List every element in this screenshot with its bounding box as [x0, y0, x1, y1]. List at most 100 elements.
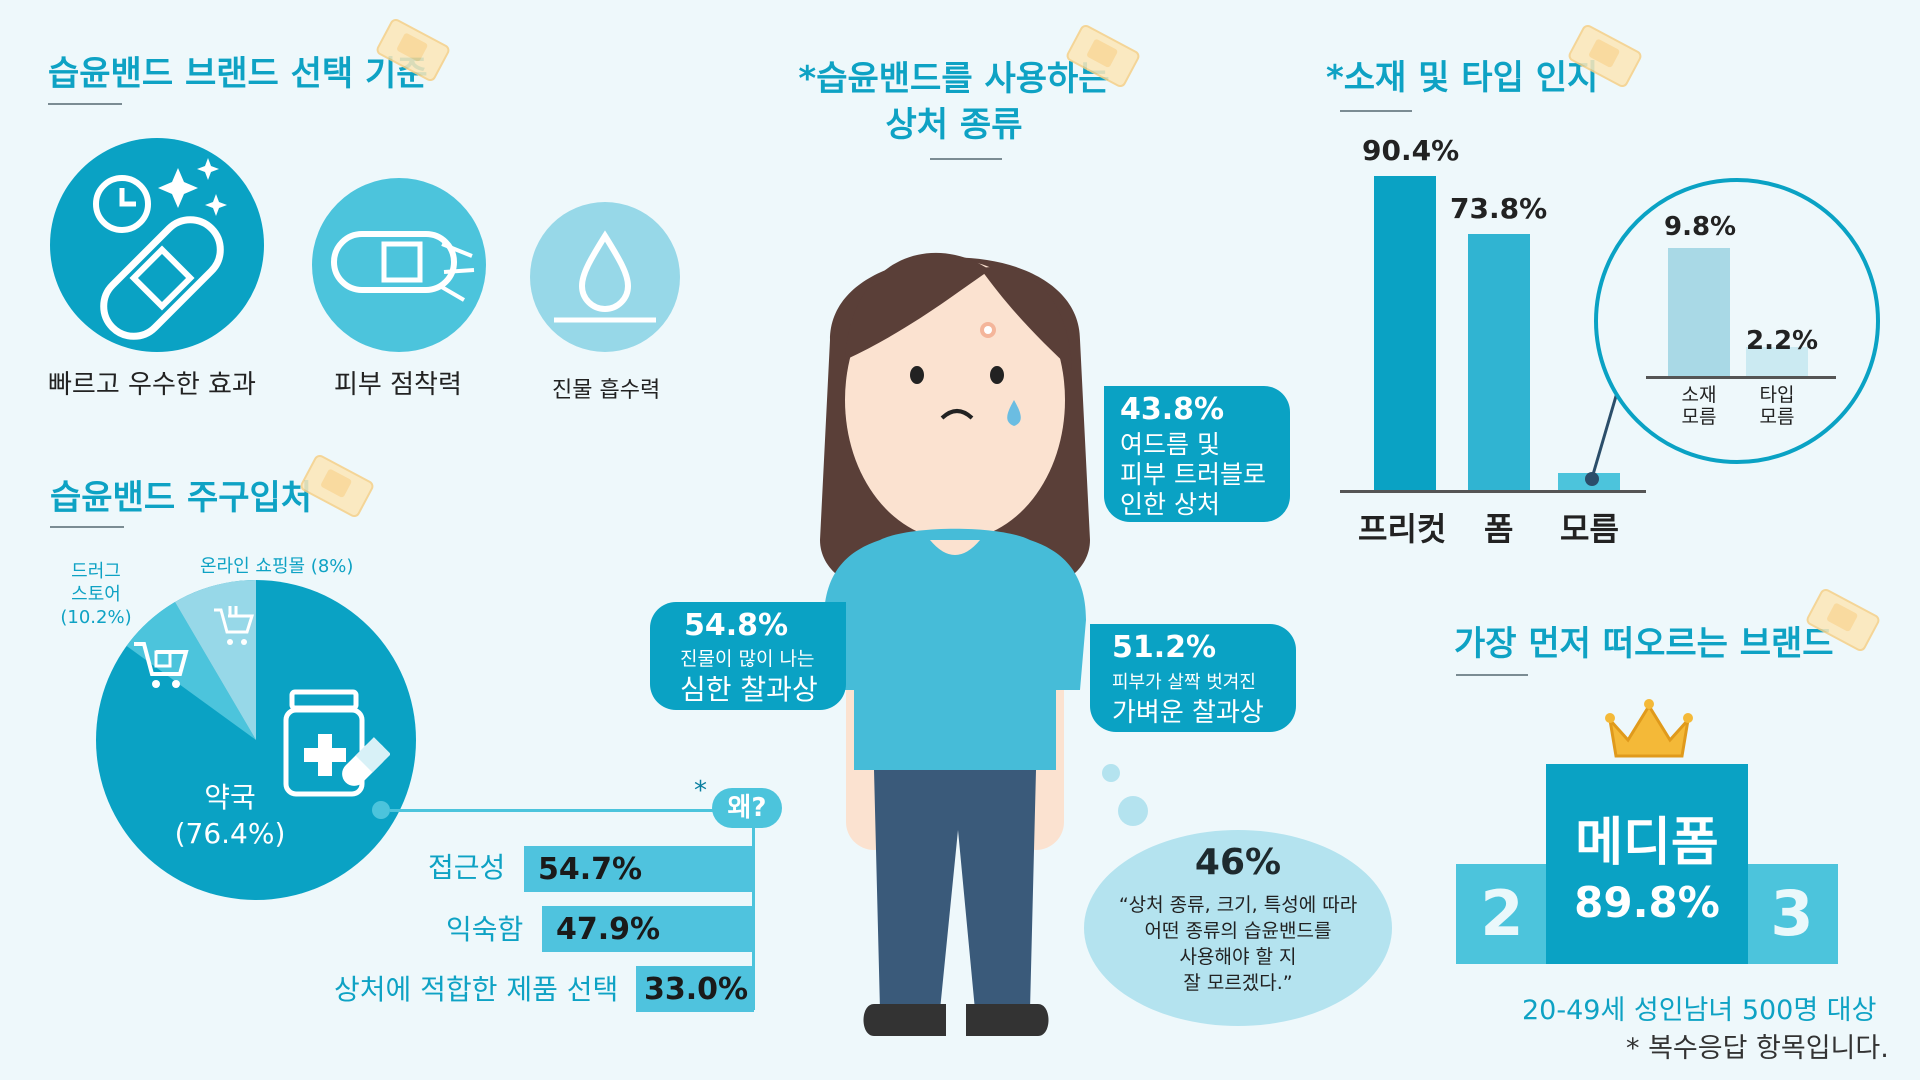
- brand-title: 가장 먼저 떠오르는 브랜드: [1454, 624, 1834, 664]
- thought-bubble: 46% “상처 종류, 크기, 특성에 따라 어떤 종류의 습윤밴드를 사용해야…: [1084, 830, 1392, 1026]
- why-bar-familiar: [542, 906, 754, 952]
- crown-icon: [1604, 696, 1694, 770]
- purchase-title: 습윤밴드 주구입처: [50, 478, 313, 518]
- girl-illustration: [820, 252, 1090, 1036]
- light-bubble: 51.2% 피부가 살짝 벗겨진 가벼운 찰과상: [1090, 624, 1296, 732]
- pharmacy-bottle-icon: [280, 680, 391, 804]
- zoom-cat-type-1: 타입: [1759, 384, 1795, 406]
- podium-third: 3: [1746, 864, 1838, 964]
- connector-dot: [372, 801, 390, 819]
- why-badge: 왜?: [712, 788, 782, 828]
- criteria-underline: [48, 103, 122, 105]
- podium-second-label: 2: [1480, 877, 1524, 950]
- light-line2: 가벼운 찰과상: [1112, 698, 1264, 728]
- why-bar-suitable: [636, 966, 754, 1012]
- drugstore-label: 드러그 스토어 (10.2%): [56, 560, 136, 629]
- severe-value: 54.8%: [684, 608, 789, 643]
- thought-line1: “상처 종류, 크기, 특성에 따라: [1118, 894, 1358, 916]
- thought-line2: 어떤 종류의 습윤밴드를: [1144, 920, 1332, 942]
- awareness-cat-unknown: 모름: [1560, 510, 1619, 548]
- online-cart-icon: [212, 604, 256, 656]
- zoom-axis: [1646, 376, 1836, 379]
- brand-underline: [1456, 674, 1528, 676]
- footnote-multiple: * 복수응답 항목입니다.: [1626, 1033, 1889, 1064]
- drugstore-name-2: 스토어: [71, 584, 121, 605]
- why-label-access: 접근성: [428, 851, 506, 884]
- shopping-cart-icon: [130, 636, 190, 696]
- drugstore-name-1: 드러그: [71, 561, 121, 582]
- thought-dot-medium: [1118, 796, 1148, 826]
- zoom-cat-type-2: 모름: [1759, 406, 1795, 428]
- acne-value: 43.8%: [1120, 392, 1225, 427]
- acne-line3: 인한 상처: [1120, 490, 1220, 519]
- thought-line3: 사용해야 할 지: [1179, 946, 1297, 968]
- thought-dot-small: [1102, 764, 1120, 782]
- light-value: 51.2%: [1112, 630, 1217, 665]
- pharmacy-value: (76.4%): [174, 817, 286, 850]
- purchase-pie-chart: [96, 580, 416, 900]
- podium-third-label: 3: [1770, 877, 1814, 950]
- wound-title: *습윤밴드를 사용하는 상처 종류: [784, 56, 1124, 148]
- zoom-cat-material-2: 모름: [1681, 406, 1717, 428]
- wound-underline: [930, 158, 1002, 160]
- zoom-cat-type: 타입 모름: [1752, 384, 1802, 428]
- awareness-cat-foam: 폼: [1484, 510, 1514, 548]
- purchase-underline: [50, 526, 124, 528]
- online-label: 온라인 쇼핑몰 (8%): [200, 556, 354, 577]
- thought-line4: 잘 모르겠다.”: [1183, 972, 1293, 994]
- pharmacy-name: 약국: [204, 781, 256, 814]
- zoom-bar-0: [1668, 248, 1730, 376]
- zoom-cat-material-1: 소재: [1681, 384, 1717, 406]
- why-asterisk: *: [694, 776, 707, 806]
- awareness-bar-0: [1374, 176, 1436, 490]
- awareness-axis: [1340, 490, 1646, 493]
- footnote-sample: 20-49세 성인남녀 500명 대상: [1522, 995, 1877, 1026]
- podium-second: 2: [1456, 864, 1548, 964]
- wound-title-line2: 상처 종류: [885, 105, 1023, 145]
- why-label-familiar: 익숙함: [446, 913, 524, 946]
- severe-bubble: 54.8% 진물이 많이 나는 심한 찰과상: [650, 602, 846, 710]
- acne-text: 여드름 및 피부 트러블로 인한 상처: [1120, 430, 1266, 520]
- severe-line2: 심한 찰과상: [680, 673, 818, 706]
- acne-line1: 여드름 및: [1120, 430, 1220, 459]
- drugstore-value: (10.2%): [60, 607, 132, 628]
- wound-title-line1: *습윤밴드를 사용하는: [798, 59, 1110, 99]
- adhesion-bandage-icon: [312, 178, 486, 352]
- pharmacy-label: 약국 (76.4%): [170, 780, 290, 852]
- zoom-value-type: 2.2%: [1746, 326, 1819, 356]
- awareness-bar-1: [1468, 234, 1530, 490]
- zoom-circle: [1594, 178, 1880, 464]
- awareness-cat-precut: 프리컷: [1358, 510, 1447, 548]
- connector-line: [390, 809, 720, 812]
- why-value-familiar: 47.9%: [556, 912, 661, 947]
- fast-effect-bandage-icon: [50, 138, 264, 352]
- severe-line1: 진물이 많이 나는: [680, 648, 815, 670]
- why-value-suitable: 33.0%: [644, 972, 749, 1007]
- why-bar-access: [524, 846, 754, 892]
- awareness-value-foam: 73.8%: [1450, 192, 1548, 225]
- brand-value: 89.8%: [1574, 878, 1720, 927]
- zoom-value-material: 9.8%: [1664, 212, 1737, 242]
- why-value-access: 54.7%: [538, 852, 643, 887]
- pie-slice-online: [175, 580, 256, 740]
- criteria-label-effect: 빠르고 우수한 효과: [48, 370, 256, 400]
- thought-text: “상처 종류, 크기, 특성에 따라 어떤 종류의 습윤밴드를 사용해야 할 지…: [1084, 892, 1392, 996]
- zoom-dot: [1585, 472, 1599, 486]
- water-drop-icon: [530, 202, 680, 352]
- pie-slice-drugstore: [126, 602, 256, 740]
- light-line1: 피부가 살짝 벗겨진: [1112, 672, 1256, 693]
- thought-value: 46%: [1194, 842, 1282, 883]
- awareness-value-precut: 90.4%: [1362, 134, 1460, 167]
- why-label-suitable: 상처에 적합한 제품 선택: [334, 973, 619, 1006]
- acne-line2: 피부 트러블로: [1120, 460, 1266, 489]
- zoom-cat-material: 소재 모름: [1674, 384, 1724, 428]
- awareness-underline: [1340, 110, 1412, 112]
- criteria-label-adhesion: 피부 점착력: [334, 370, 462, 400]
- zoom-bar-1: [1746, 347, 1808, 376]
- podium-first: 메디폼 89.8%: [1546, 764, 1748, 964]
- criteria-label-absorption: 진물 흡수력: [552, 378, 661, 403]
- criteria-title: 습윤밴드 브랜드 선택 기준: [48, 54, 428, 94]
- awareness-title: *소재 및 타입 인지: [1326, 58, 1599, 98]
- acne-bubble: 43.8% 여드름 및 피부 트러블로 인한 상처: [1104, 386, 1290, 522]
- brand-name: 메디폼: [1575, 813, 1719, 873]
